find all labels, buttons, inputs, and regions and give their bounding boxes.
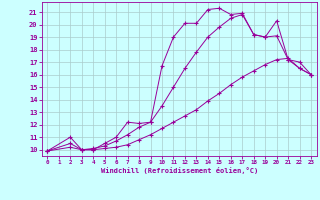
X-axis label: Windchill (Refroidissement éolien,°C): Windchill (Refroidissement éolien,°C) <box>100 167 258 174</box>
